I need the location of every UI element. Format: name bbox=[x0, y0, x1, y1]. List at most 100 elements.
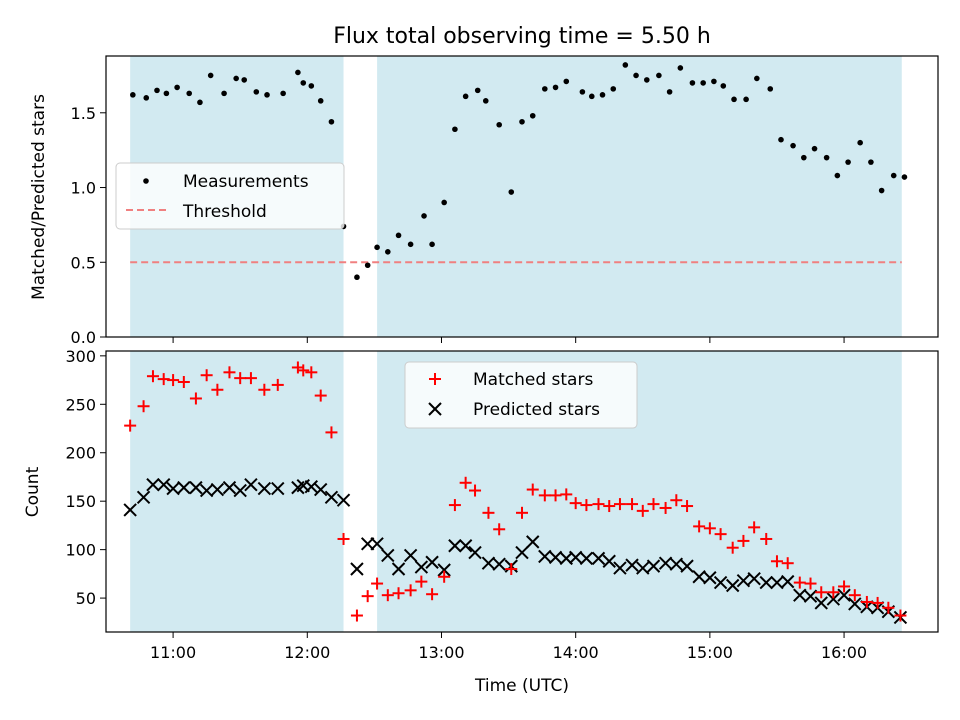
predicted-stars-legend-marker bbox=[428, 402, 442, 416]
predicted-stars-point bbox=[636, 561, 650, 575]
marker-stroke bbox=[391, 562, 406, 576]
predicted-stars-point bbox=[244, 478, 258, 492]
y-tick-label: 0.0 bbox=[71, 328, 96, 347]
matched-stars-point bbox=[137, 400, 150, 413]
marker-stroke bbox=[826, 592, 841, 606]
matched-stars-legend-label: Matched stars bbox=[473, 370, 593, 390]
measurement-point bbox=[790, 142, 796, 149]
measurement-point bbox=[754, 75, 760, 82]
ratio-panel-y-ticks: 0.0 0.5 1.0 1.5 bbox=[71, 104, 106, 347]
matched-stars-point bbox=[815, 586, 828, 599]
matched-stars-point bbox=[146, 370, 159, 383]
predicted-stars-legend-label: Predicted stars bbox=[473, 400, 600, 420]
matched-stars-point bbox=[848, 589, 861, 602]
matched-stars-point bbox=[325, 426, 338, 439]
count-panel-x-ticks: 11:00 12:00 13:00 14:00 15:00 16:00 bbox=[150, 632, 867, 662]
matched-stars-point bbox=[371, 577, 384, 590]
predicted-stars-point bbox=[548, 550, 563, 565]
measurement-point bbox=[407, 241, 414, 248]
matched-stars-point bbox=[748, 521, 761, 534]
marker-stroke bbox=[271, 481, 285, 496]
predicted-stars-point bbox=[199, 483, 214, 498]
ratio-legend-box bbox=[115, 162, 345, 230]
threshold-legend-label: Threshold bbox=[182, 202, 267, 222]
matched-stars-point bbox=[124, 419, 137, 432]
marker-stroke bbox=[314, 482, 328, 497]
predicted-stars-point bbox=[425, 555, 439, 569]
measurement-point bbox=[801, 154, 807, 161]
predicted-stars-point bbox=[793, 588, 807, 602]
marker-stroke bbox=[437, 563, 451, 577]
predicted-stars-point bbox=[414, 560, 429, 574]
predicted-stars-point bbox=[481, 556, 496, 570]
marker-stroke bbox=[658, 556, 673, 570]
predicted-stars-point bbox=[814, 596, 828, 610]
matched-stars-point bbox=[804, 577, 817, 590]
y-tick-label: 1.0 bbox=[71, 179, 96, 198]
predicted-stars-point bbox=[658, 556, 673, 570]
predicted-stars-point bbox=[680, 559, 694, 573]
matched-stars-point bbox=[337, 532, 350, 545]
marker-stroke bbox=[725, 578, 740, 593]
marker-stroke bbox=[156, 478, 171, 492]
matched-stars-point bbox=[200, 369, 213, 382]
predicted-stars-point bbox=[448, 539, 462, 553]
predicted-stars-point bbox=[568, 550, 583, 565]
predicted-stars-point bbox=[770, 575, 784, 590]
marker-stroke bbox=[370, 537, 384, 551]
matched-stars-point bbox=[211, 383, 224, 396]
matched-stars-point bbox=[549, 489, 562, 502]
measurement-point bbox=[354, 274, 360, 281]
predicted-stars-point bbox=[591, 551, 606, 566]
predicted-stars-point bbox=[370, 537, 384, 551]
marker-stroke bbox=[568, 550, 583, 565]
predicted-stars-points bbox=[123, 478, 908, 625]
measurement-point bbox=[845, 159, 851, 165]
marker-stroke bbox=[579, 551, 594, 566]
matched-stars-point bbox=[258, 383, 271, 396]
measurement-point bbox=[644, 77, 650, 83]
predicted-stars-point bbox=[381, 548, 395, 563]
measurement-point bbox=[496, 121, 502, 128]
matched-stars-point bbox=[223, 366, 236, 379]
measurement-point bbox=[221, 90, 227, 97]
matched-stars-point bbox=[626, 498, 639, 511]
count-panel-legend: Matched stars Predicted stars bbox=[404, 361, 638, 429]
marker-stroke bbox=[538, 549, 552, 564]
marker-stroke bbox=[123, 503, 137, 517]
measurement-point bbox=[743, 96, 749, 103]
predicted-stars-point bbox=[468, 545, 482, 560]
marker-stroke bbox=[324, 490, 339, 505]
marker-stroke bbox=[747, 571, 761, 586]
matched-stars-point bbox=[177, 376, 190, 389]
predicted-stars-point bbox=[848, 597, 862, 611]
predicted-stars-point bbox=[233, 483, 247, 498]
measurement-point bbox=[197, 99, 203, 106]
measurement-point bbox=[700, 80, 706, 86]
measurement-point bbox=[130, 92, 136, 98]
measurement-point bbox=[174, 84, 180, 91]
marker-stroke bbox=[425, 555, 439, 569]
matched-stars-point bbox=[469, 484, 482, 497]
measurement-point bbox=[731, 96, 737, 103]
marker-stroke bbox=[591, 551, 606, 566]
matched-stars-point bbox=[361, 590, 374, 603]
matched-stars-point bbox=[580, 499, 593, 512]
marker-stroke bbox=[814, 596, 828, 610]
measurement-point bbox=[519, 118, 525, 125]
predicted-stars-point bbox=[646, 559, 661, 573]
matched-stars-point bbox=[404, 584, 417, 597]
marker-stroke bbox=[199, 483, 214, 498]
marker-stroke bbox=[336, 493, 351, 507]
matched-stars-point bbox=[838, 580, 851, 593]
marker-stroke bbox=[602, 554, 616, 568]
measurement-point bbox=[857, 139, 863, 146]
measurement-point bbox=[878, 187, 885, 194]
y-tick-label: 0.5 bbox=[71, 253, 96, 272]
predicted-stars-point bbox=[703, 571, 717, 585]
marker-stroke bbox=[492, 557, 506, 571]
measurements-legend-marker bbox=[143, 178, 149, 184]
predicted-stars-point bbox=[189, 480, 203, 495]
matched-stars-point bbox=[560, 488, 573, 501]
measurement-point bbox=[579, 89, 586, 95]
